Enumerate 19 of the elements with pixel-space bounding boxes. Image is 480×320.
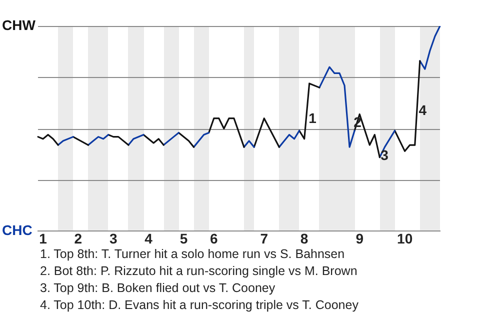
x-tick-label: 3 [109,230,118,246]
text: 1. Top 8th: T. Turner hit a solo home run vs S. Bahnsen [40,246,346,263]
x-tick-label: 8 [300,230,308,246]
x-tick-label: 1 [39,230,48,246]
x-tick-label: 9 [356,230,364,246]
x-tick-label: 4 [144,230,153,246]
text: CHW [2,17,36,33]
x-tick-label: 2 [74,230,82,246]
annotation: 3 [380,147,388,164]
annotation: 4 [418,102,427,118]
x-tick-label: 10 [397,230,413,246]
text: 4. Top 10th: D. Evans hit a run-scoring triple vs T. Cooney [40,297,358,314]
text: 2. Bot 8th: P. Rizzuto hit a run-scoring single vs M. Brown [40,263,358,280]
text: CHC [2,222,32,238]
x-tick-label: 7 [260,230,268,246]
x-tick-label: 6 [210,230,218,246]
annotation: 1 [308,110,316,126]
text: 3. Top 9th: B. Boken flied out vs T. Cooney [40,280,276,297]
x-tick-label: 5 [180,230,188,246]
